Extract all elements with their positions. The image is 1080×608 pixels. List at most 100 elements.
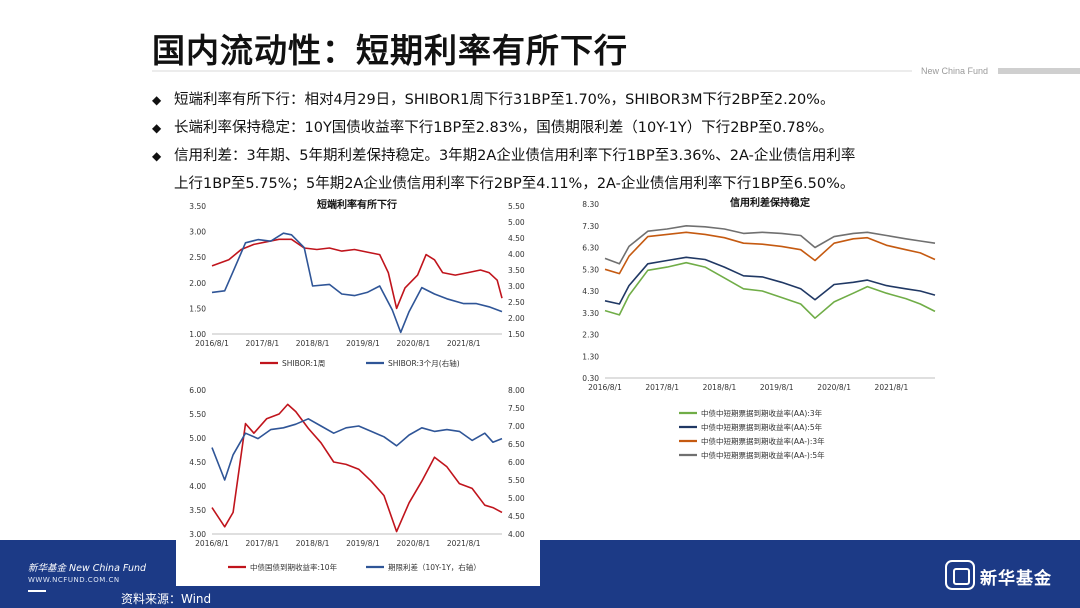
chart-title: 长端利率基本稳定 (317, 382, 397, 383)
y-right-tick-label: 4.00 (508, 530, 525, 539)
y-left-tick-label: 7.30 (582, 222, 599, 231)
x-tick-label: 2018/8/1 (296, 339, 330, 348)
y-right-tick-label: 6.50 (508, 440, 525, 449)
bullet-label: 短端利率有所下行： (174, 92, 305, 108)
diamond-bullet-icon: ◆ (152, 149, 162, 163)
x-tick-label: 2016/8/1 (195, 339, 229, 348)
y-left-tick-label: 3.00 (189, 530, 206, 539)
logo-text: 新华基金 (980, 569, 1052, 589)
bullet-continuation: 上行1BP至5.75%；5年期2A企业债信用利率下行2BP至4.11%，2A-企… (174, 176, 855, 192)
bullet-text: 3年期2A企业债信用利率下行1BP至3.36%、2A-企业债信用利率 (438, 148, 856, 164)
series-line--aa-5- (604, 225, 936, 265)
left-chart-panel: 短端利率有所下行 3.50 3.00 2.50 2.00 1.50 1.00 5.50 5.00… (176, 194, 540, 586)
y-left-tick-label: 2.30 (582, 331, 599, 340)
y-left-tick-label: 2.00 (189, 279, 206, 288)
diamond-bullet-icon: ◆ (152, 93, 162, 107)
x-tick-label: 2017/8/1 (645, 383, 679, 392)
bullet-item-long-rate: ◆ 长端利率保持稳定：10Y国债收益率下行1BP至2.83%，国债期限利差（10… (152, 114, 1052, 142)
y-left-tick-label: 1.30 (582, 352, 599, 361)
y-left-tick-label: 8.30 (582, 200, 599, 209)
bullet-item-short-rate: ◆ 短端利率有所下行：相对4月29日，SHIBOR1周下行31BP至1.70%，… (152, 86, 1052, 114)
y-left-tick-label: 4.30 (582, 287, 599, 296)
y-left-tick-label: 5.30 (582, 265, 599, 274)
x-tick-label: 2019/8/1 (346, 539, 380, 548)
y-left-tick-label: 4.00 (189, 482, 206, 491)
x-tick-label: 2020/8/1 (817, 383, 851, 392)
legend-entry: 期限利差（10Y-1Y，右轴） (388, 562, 481, 572)
right-chart-panel: 信用利差保持稳定 8.30 7.30 6.30 5.30 4.30 3.30 2.30 1.30… (575, 194, 945, 484)
header-divider (152, 70, 912, 72)
x-tick-label: 2021/8/1 (875, 383, 909, 392)
y-left-tick-label: 5.50 (189, 410, 206, 419)
y-left-tick-label: 3.30 (582, 309, 599, 318)
long-rate-chart: 长端利率基本稳定 6.00 5.50 5.00 4.50 4.00 3.50 3.00 8.00… (189, 382, 525, 572)
y-right-tick-label: 4.50 (508, 234, 525, 243)
legend-entry: 中债中短期票据到期收益率(AA-):5年 (701, 450, 825, 460)
series-line--10y-1y- (211, 418, 503, 481)
series-line--aa-3- (604, 261, 936, 319)
x-tick-label: 2020/8/1 (397, 339, 431, 348)
data-source: 资料来源：Wind (121, 592, 212, 606)
y-right-tick-label: 7.00 (508, 422, 525, 431)
y-right-tick-label: 3.00 (508, 282, 525, 291)
y-left-tick-label: 2.50 (189, 253, 206, 262)
y-right-tick-label: 2.00 (508, 314, 525, 323)
header-brand: New China Fund (921, 66, 989, 76)
x-tick-label: 2017/8/1 (245, 539, 279, 548)
y-right-tick-label: 2.50 (508, 298, 525, 307)
y-left-tick-label: 3.00 (189, 228, 206, 237)
x-tick-label: 2021/8/1 (447, 339, 481, 348)
y-left-tick-label: 1.00 (189, 330, 206, 339)
legend-entry: 中债中短期票据到期收益率(AA):3年 (701, 408, 823, 418)
x-tick-label: 2016/8/1 (588, 383, 622, 392)
credit-spread-chart: 信用利差保持稳定 8.30 7.30 6.30 5.30 4.30 3.30 2.30 1.30… (582, 196, 936, 460)
diamond-bullet-icon: ◆ (152, 121, 162, 135)
x-tick-label: 2021/8/1 (447, 539, 481, 548)
chart-title: 信用利差保持稳定 (730, 196, 810, 209)
y-right-tick-label: 4.50 (508, 512, 525, 521)
legend-entry: SHIBOR:1周 (282, 359, 325, 368)
y-left-tick-label: 3.50 (189, 506, 206, 515)
y-right-tick-label: 5.50 (508, 202, 525, 211)
x-tick-label: 2016/8/1 (195, 539, 229, 548)
y-right-tick-label: 1.50 (508, 330, 525, 339)
header-brand-bar (998, 68, 1080, 74)
y-right-tick-label: 8.00 (508, 386, 525, 395)
slide-title: 国内流动性：短期利率有所下行 (152, 31, 628, 70)
legend-entry: SHIBOR:3个月(右轴) (388, 358, 460, 368)
bullet-text: 相对4月29日，SHIBOR1周下行31BP至1.70%，SHIBOR3M下行2… (304, 92, 835, 108)
series-line--10- (211, 403, 503, 533)
x-tick-label: 2020/8/1 (397, 539, 431, 548)
legend-entry: 中债中短期票据到期收益率(AA):5年 (701, 422, 823, 432)
bullet-item-credit-spread: ◆ 信用利差：3年期、5年期利差保持稳定。3年期2A企业债信用利率下行1BP至3… (152, 142, 1052, 170)
y-left-tick-label: 1.50 (189, 304, 206, 313)
series-line-shibor-3- (211, 232, 503, 334)
x-tick-label: 2019/8/1 (760, 383, 794, 392)
y-right-tick-label: 7.50 (508, 404, 525, 413)
x-tick-label: 2018/8/1 (703, 383, 737, 392)
y-right-tick-label: 5.00 (508, 494, 525, 503)
logo-inner-shape (953, 568, 970, 585)
series-line--aa-5- (604, 256, 936, 305)
y-right-tick-label: 6.00 (508, 458, 525, 467)
y-left-tick-label: 4.50 (189, 458, 206, 467)
short-rate-chart: 短端利率有所下行 3.50 3.00 2.50 2.00 1.50 1.00 5.50 5.00… (189, 198, 525, 368)
bullet-label: 长端利率保持稳定： (174, 120, 305, 136)
footer-url: WWW.NCFUND.COM.CN (28, 576, 120, 584)
series-line-shibor-1- (211, 238, 503, 310)
legend-entry: 中债中短期票据到期收益率(AA-):3年 (701, 436, 825, 446)
company-logo-icon (945, 560, 975, 590)
bullet-list: ◆ 短端利率有所下行：相对4月29日，SHIBOR1周下行31BP至1.70%，… (152, 86, 1052, 198)
y-right-tick-label: 5.00 (508, 218, 525, 227)
y-right-tick-label: 3.50 (508, 266, 525, 275)
x-tick-label: 2017/8/1 (245, 339, 279, 348)
legend-entry: 中债国债到期收益率:10年 (250, 562, 338, 572)
bullet-text: 10Y国债收益率下行1BP至2.83%，国债期限利差（10Y-1Y）下行2BP至… (304, 120, 834, 136)
y-left-tick-label: 3.50 (189, 202, 206, 211)
y-left-tick-label: 6.00 (189, 386, 206, 395)
y-left-tick-label: 0.30 (582, 374, 599, 383)
footer-company: 新华基金 New China Fund (28, 563, 147, 574)
chart-title: 短端利率有所下行 (317, 198, 397, 211)
y-right-tick-label: 4.00 (508, 250, 525, 259)
bullet-label: 信用利差：3年期、5年期利差保持稳定。 (174, 148, 439, 164)
